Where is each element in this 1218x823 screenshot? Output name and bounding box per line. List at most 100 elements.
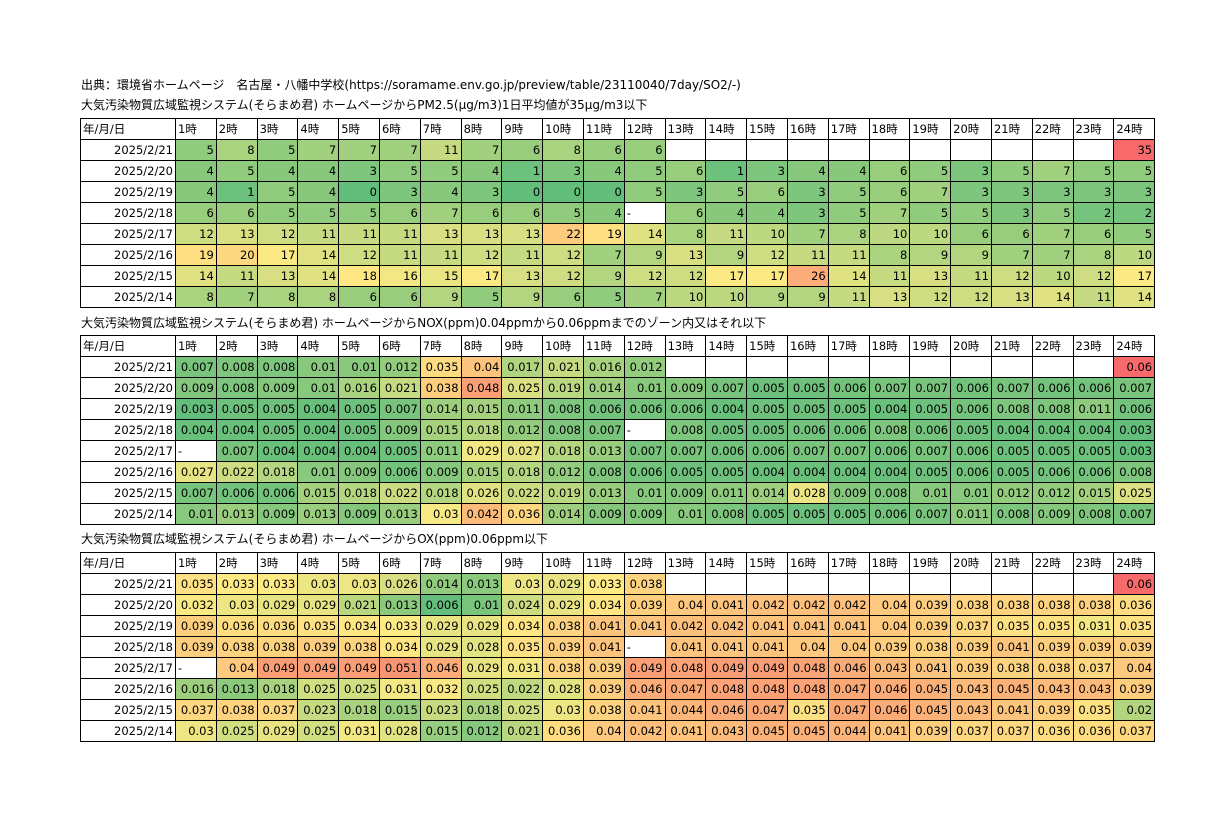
value-cell: 7 bbox=[909, 181, 952, 203]
table-row: 2025/2/20 0.009 0.008 0.009 0.01 0.016 0.021 0.… bbox=[80, 377, 1156, 399]
value-cell bbox=[1072, 356, 1115, 378]
value-cell: 11 bbox=[419, 244, 462, 266]
value-cell: 0.006 bbox=[950, 377, 992, 399]
header-row: 年/月/日 1時 2時 3時 4時 5時 6時 7時 8時 9時 10時 11時 12時 13時 14時 15… bbox=[80, 335, 1156, 357]
hour-header: 12時 bbox=[623, 335, 666, 357]
table-row: 2025/2/21 5 8 5 7 7 7 11 7 6 8 6 6 35 bbox=[80, 139, 1156, 161]
value-cell: 0.01 bbox=[297, 356, 340, 378]
value-cell: 0.013 bbox=[215, 678, 258, 700]
value-cell: 0.009 bbox=[256, 377, 299, 399]
value-cell: 0.008 bbox=[582, 461, 625, 483]
value-cell: 0.04 bbox=[460, 356, 503, 378]
value-cell: 5 bbox=[1072, 160, 1115, 182]
value-cell: 10 bbox=[746, 223, 788, 245]
value-cell: 0.049 bbox=[338, 657, 380, 679]
value-cell: 14 bbox=[827, 265, 870, 287]
value-cell: 0.018 bbox=[501, 461, 544, 483]
value-cell: 0.012 bbox=[542, 461, 584, 483]
value-cell bbox=[909, 573, 952, 595]
value-cell: 0.007 bbox=[215, 440, 258, 462]
value-cell: 12 bbox=[909, 286, 952, 308]
value-cell: 0.046 bbox=[623, 678, 666, 700]
hour-header: 5時 bbox=[338, 552, 380, 574]
value-cell: 0.04 bbox=[1113, 657, 1156, 679]
value-cell: 4 bbox=[256, 160, 299, 182]
value-cell: 0.048 bbox=[746, 678, 788, 700]
value-cell: 0.031 bbox=[501, 657, 544, 679]
date-cell: 2025/2/17 bbox=[80, 440, 176, 462]
value-cell: 6 bbox=[950, 223, 992, 245]
value-cell: 0.019 bbox=[542, 482, 584, 504]
value-cell: 12 bbox=[175, 223, 217, 245]
hour-header: 2時 bbox=[215, 118, 258, 140]
value-cell: 0.043 bbox=[705, 720, 748, 742]
value-cell: 0.022 bbox=[501, 482, 544, 504]
value-cell: 0.036 bbox=[1072, 720, 1115, 742]
value-cell: 0.004 bbox=[786, 461, 829, 483]
value-cell: 0.043 bbox=[1072, 678, 1115, 700]
value-cell: 14 bbox=[1113, 286, 1156, 308]
hour-header: 21時 bbox=[990, 335, 1033, 357]
value-cell: 0.042 bbox=[786, 594, 829, 616]
value-cell: 3 bbox=[542, 160, 584, 182]
value-cell: 0.008 bbox=[215, 356, 258, 378]
value-cell: 0.025 bbox=[297, 678, 340, 700]
value-cell: 8 bbox=[297, 286, 340, 308]
value-cell: 0.005 bbox=[909, 461, 952, 483]
value-cell bbox=[746, 573, 788, 595]
table-row: 2025/2/18 6 6 5 5 5 6 7 6 6 5 4-6 4 4 3 5 7 5 5 3 5 2 2 bbox=[80, 202, 1156, 224]
value-cell: 0.046 bbox=[705, 699, 748, 721]
date-cell: 2025/2/20 bbox=[80, 594, 176, 616]
hour-header: 19時 bbox=[909, 552, 952, 574]
value-cell: 0.03 bbox=[419, 503, 462, 525]
hour-header: 5時 bbox=[338, 118, 380, 140]
value-cell: 11 bbox=[419, 139, 462, 161]
hour-header: 12時 bbox=[623, 118, 666, 140]
value-cell bbox=[1031, 139, 1074, 161]
value-cell: 9 bbox=[786, 286, 829, 308]
value-cell: 0.005 bbox=[786, 377, 829, 399]
value-cell: 0.015 bbox=[378, 699, 421, 721]
value-cell: 7 bbox=[786, 223, 829, 245]
hour-header: 4時 bbox=[297, 335, 340, 357]
value-cell: 0.04 bbox=[868, 594, 911, 616]
value-cell: 5 bbox=[827, 181, 870, 203]
hour-header: 18時 bbox=[868, 335, 911, 357]
source-line: 出典：環境省ホームページ 名古屋・八幡中学校(https://soramame.… bbox=[81, 78, 741, 92]
value-cell: 0.008 bbox=[1072, 503, 1115, 525]
value-cell: 0.038 bbox=[419, 377, 462, 399]
value-cell: 9 bbox=[909, 244, 952, 266]
value-cell: 0.046 bbox=[827, 657, 870, 679]
hour-header: 13時 bbox=[664, 552, 707, 574]
value-cell: 0.012 bbox=[501, 419, 544, 441]
date-cell: 2025/2/18 bbox=[80, 202, 176, 224]
value-cell: 5 bbox=[215, 160, 258, 182]
value-cell: 0.008 bbox=[990, 503, 1033, 525]
value-cell: 0.005 bbox=[990, 440, 1033, 462]
value-cell: 0.034 bbox=[378, 636, 421, 658]
value-cell: 0.011 bbox=[1072, 398, 1115, 420]
value-cell: 11 bbox=[950, 265, 992, 287]
value-cell: 0.039 bbox=[1113, 636, 1156, 658]
value-cell: 12 bbox=[1072, 265, 1115, 287]
value-cell: 0.012 bbox=[990, 482, 1033, 504]
value-cell bbox=[950, 573, 992, 595]
value-cell bbox=[1031, 356, 1074, 378]
value-cell: 11 bbox=[215, 265, 258, 287]
value-cell: 4 bbox=[460, 160, 503, 182]
date-cell: 2025/2/20 bbox=[80, 377, 176, 399]
value-cell: 0.043 bbox=[950, 699, 992, 721]
hour-header: 17時 bbox=[827, 118, 870, 140]
value-cell: 5 bbox=[582, 286, 625, 308]
value-cell: 0.017 bbox=[501, 356, 544, 378]
value-cell: 0.03 bbox=[175, 720, 217, 742]
value-cell: 0.007 bbox=[909, 377, 952, 399]
value-cell: 0.033 bbox=[378, 615, 421, 637]
hour-header: 21時 bbox=[990, 118, 1033, 140]
table-row: 2025/2/14 8 7 8 8 6 6 9 5 9 6 5 7 10 10 9 9 11 13 12 12 13 14 1… bbox=[80, 286, 1156, 308]
value-cell: 14 bbox=[1031, 286, 1074, 308]
value-cell: 0.008 bbox=[868, 419, 911, 441]
value-cell: 4 bbox=[419, 181, 462, 203]
date-cell: 2025/2/19 bbox=[80, 615, 176, 637]
value-cell: 5 bbox=[1031, 202, 1074, 224]
